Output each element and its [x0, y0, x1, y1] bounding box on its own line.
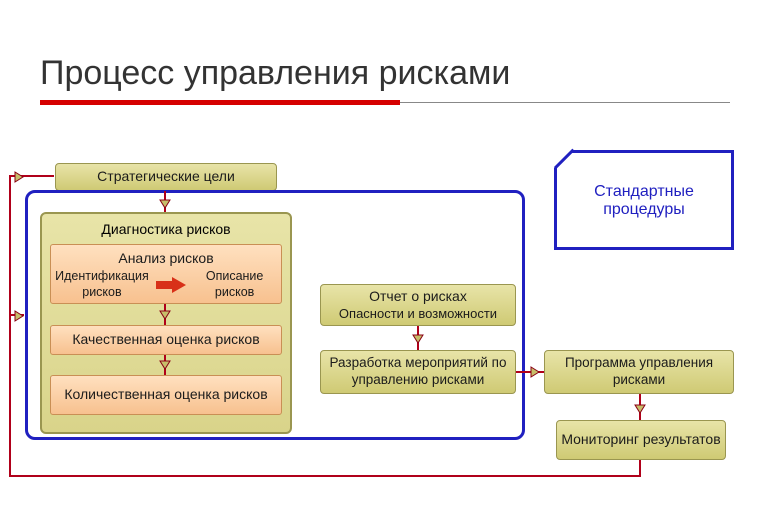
diagnostics-label: Диагностика рисков	[101, 221, 230, 239]
chevron-right-icon	[12, 170, 26, 184]
node-diagnostics-header: Диагностика рисков	[48, 218, 284, 242]
monitoring-label: Мониторинг результатов	[561, 431, 720, 449]
chevron-down-icon	[158, 308, 172, 322]
chevron-down-icon	[633, 402, 647, 416]
chevron-right-icon	[12, 309, 26, 323]
node-report: Отчет о рисках Опасности и возможности	[320, 284, 516, 326]
node-monitoring: Мониторинг результатов	[556, 420, 726, 460]
description-label: Описание рисков	[191, 269, 278, 300]
node-qualitative: Качественная оценка рисков	[50, 325, 282, 355]
report-sub-label: Опасности и возможности	[339, 306, 497, 322]
procedures-box: Стандартные процедуры	[554, 150, 734, 250]
title-underline	[40, 100, 400, 105]
identification-label: Идентификация рисков	[54, 269, 151, 300]
chevron-down-icon	[411, 332, 425, 346]
arrow-right-icon	[156, 276, 186, 294]
node-analysis: Анализ рисков Идентификация рисков Описа…	[50, 244, 282, 304]
strategic-goals-label: Стратегические цели	[97, 168, 235, 186]
node-measures: Разработка мероприятий по управлению рис…	[320, 350, 516, 394]
node-quantitative: Количественная оценка рисков	[50, 375, 282, 415]
program-label: Программа управления рисками	[545, 355, 733, 389]
chevron-down-icon	[158, 358, 172, 372]
node-strategic-goals: Стратегические цели	[55, 163, 277, 191]
measures-label: Разработка мероприятий по управлению рис…	[321, 355, 515, 389]
analysis-title: Анализ рисков	[118, 250, 213, 268]
procedures-line2: процедуры	[603, 201, 685, 218]
chevron-down-icon	[158, 197, 172, 211]
chevron-right-icon	[528, 365, 542, 379]
node-program: Программа управления рисками	[544, 350, 734, 394]
report-title-label: Отчет о рисках	[369, 288, 467, 306]
title-underline-thin	[400, 102, 730, 103]
quantitative-label: Количественная оценка рисков	[64, 386, 267, 404]
qualitative-label: Качественная оценка рисков	[72, 331, 259, 349]
page-title: Процесс управления рисками	[40, 54, 510, 93]
procedures-line1: Стандартные	[594, 183, 694, 200]
